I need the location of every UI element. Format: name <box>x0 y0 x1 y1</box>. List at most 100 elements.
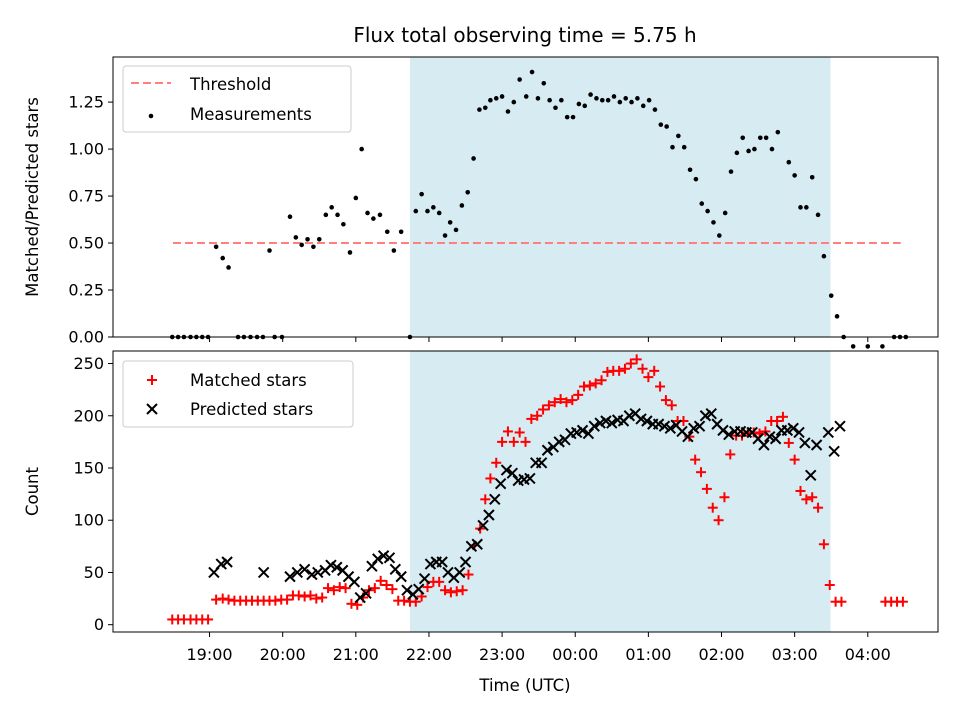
predicted-star-point <box>822 426 834 439</box>
matched-star-point <box>897 596 908 607</box>
measurement-point <box>664 124 669 129</box>
matched-star-point <box>334 582 345 593</box>
predicted-star-point-b <box>489 493 501 506</box>
bottom-panel: 0 50 100 150 200 250 19:00 20:00 21:00 22:00 23:00… <box>23 350 939 664</box>
legend-matched-label: Matched stars <box>190 371 307 390</box>
matched-star-point <box>293 590 304 601</box>
top-y-tick-label: 1.00 <box>68 140 104 159</box>
predicted-star-point <box>459 556 472 568</box>
matched-star-point <box>596 375 607 386</box>
measurement-point <box>834 314 840 319</box>
predicted-star-point-b <box>805 469 817 482</box>
measurement-point <box>734 150 740 156</box>
measurement-point <box>213 244 219 250</box>
predicted-star-point-b <box>291 566 304 579</box>
matched-star-point <box>707 502 718 513</box>
matched-star-point <box>801 494 812 505</box>
matched-star-point <box>567 395 578 406</box>
predicted-star-point-b <box>611 414 624 426</box>
measurement-point <box>353 195 359 201</box>
matched-star-point <box>701 483 712 494</box>
predicted-star-point <box>769 433 782 445</box>
measurement-point <box>570 114 576 120</box>
measurement-point <box>547 97 552 103</box>
measurement-point <box>652 107 658 112</box>
measurement-point <box>711 220 716 225</box>
bottom-y-axis-label: Count <box>23 466 42 516</box>
predicted-star-point-b <box>459 556 472 568</box>
predicted-star-point <box>723 428 735 441</box>
matched-star-point <box>579 381 590 392</box>
matched-star-point <box>660 395 671 406</box>
x-tick-label: 04:00 <box>845 645 891 664</box>
measurement-point <box>670 144 675 150</box>
measurement-point <box>576 101 582 107</box>
measurement-point <box>582 103 588 109</box>
predicted-star-point-b <box>834 420 846 432</box>
matched-star-point <box>440 585 451 596</box>
predicted-star-point-b <box>401 584 413 596</box>
predicted-star-point <box>810 439 823 451</box>
x-tick-label: 02:00 <box>698 645 744 664</box>
predicted-star-point <box>793 426 805 439</box>
measurement-point <box>763 135 769 141</box>
matched-star-point <box>719 492 730 503</box>
predicted-star-point-b <box>494 477 507 490</box>
bottom-legend: Matched stars Predicted stars <box>122 360 354 428</box>
legend-measurements-label: Measurements <box>190 105 312 124</box>
predicted-star-point-b <box>372 553 384 565</box>
top-y-tick-label: 0.25 <box>68 281 104 300</box>
measurement-point <box>311 244 316 250</box>
predicted-star-point <box>298 563 311 576</box>
measurement-point <box>599 97 605 103</box>
x-tick-label: 19:00 <box>186 645 232 664</box>
bottom-plot-marks <box>167 354 908 625</box>
matched-star-point <box>748 427 759 438</box>
predicted-star-point <box>471 538 483 550</box>
predicted-star-point <box>366 560 378 572</box>
predicted-star-point-b <box>342 570 355 583</box>
predicted-star-point-b <box>284 570 296 583</box>
x-tick-label: 21:00 <box>333 645 379 664</box>
measurement-point <box>323 212 329 218</box>
bottom-axes-frame <box>112 350 939 633</box>
predicted-star-point <box>494 477 507 490</box>
measurement-point <box>681 144 687 150</box>
top-y-tick-label: 0.00 <box>68 328 104 347</box>
matched-star-point <box>631 354 642 365</box>
top-legend-box <box>122 65 352 133</box>
measurement-point <box>465 190 471 195</box>
predicted-star-point-b <box>471 538 483 550</box>
measurement-point <box>605 97 611 103</box>
matched-star-point <box>346 598 357 609</box>
matched-star-point <box>649 365 660 376</box>
matched-star-point <box>305 590 316 601</box>
measurement-point <box>640 103 646 109</box>
predicted-star-point-b <box>641 415 653 427</box>
matched-star-point <box>387 584 398 595</box>
predicted-star-point-b <box>354 591 366 604</box>
predicted-star-point <box>606 417 618 429</box>
measurement-point <box>850 344 856 349</box>
predicted-star-point <box>257 566 270 579</box>
matched-star-point <box>543 400 554 411</box>
predicted-star-point-b <box>436 556 448 568</box>
measurement-point <box>594 96 599 101</box>
measurement-point <box>226 265 231 270</box>
matched-star-point <box>514 427 525 438</box>
measurement-point <box>728 169 734 174</box>
predicted-star-point <box>828 445 840 457</box>
matched-star-point <box>549 397 560 408</box>
predicted-star-point <box>693 420 706 432</box>
predicted-star-point <box>483 509 495 521</box>
matched-star-point <box>217 593 228 604</box>
matched-star-point <box>818 539 829 550</box>
predicted-star-point-b <box>535 457 548 469</box>
measurement-point <box>821 253 827 259</box>
matched-star-point <box>573 389 584 400</box>
measurement-point <box>316 236 322 242</box>
matched-star-point <box>497 436 508 447</box>
measurement-point <box>529 69 535 75</box>
measurement-point <box>792 173 797 178</box>
